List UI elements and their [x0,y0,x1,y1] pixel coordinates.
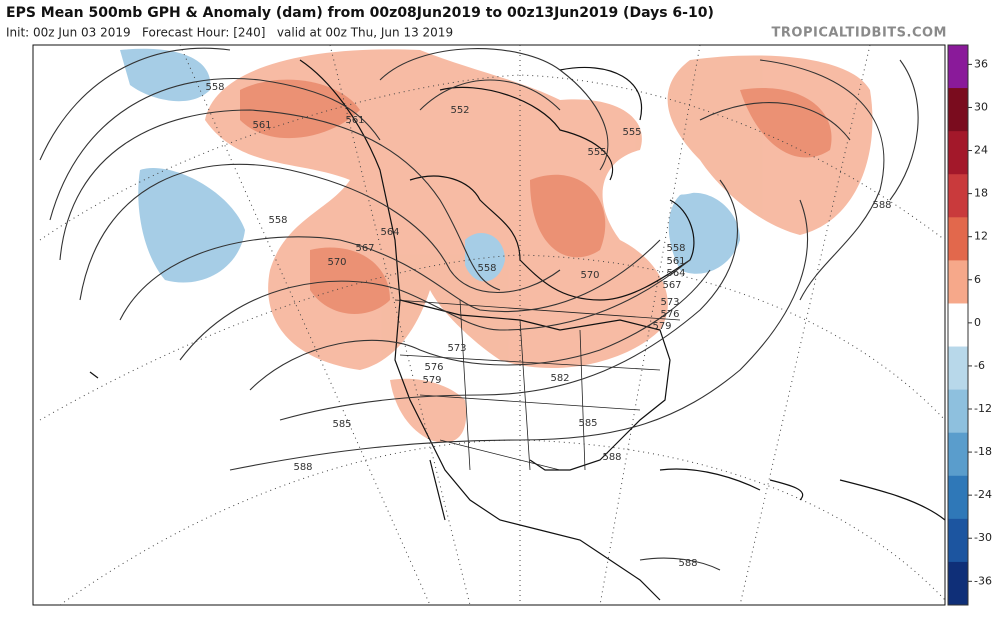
colorbar-segment [948,432,968,477]
contour-label: 558 [666,243,685,254]
contour-label: 579 [422,375,441,386]
colorbar-tick-label: 0 [974,316,981,329]
contour-label: 573 [660,297,679,308]
colorbar-segment [948,303,968,348]
colorbar-segment [948,88,968,132]
contour-label: 564 [380,227,399,238]
colorbar: 36 30 24 18 12 6 0 -6 -12 -18 -24 -30 -36 [947,44,992,606]
contour-label: 588 [293,462,312,473]
contour-label: 570 [327,257,346,268]
contour-label: 588 [872,200,891,211]
colorbar-tick-label: 24 [974,144,988,157]
colorbar-segment [948,346,968,391]
colorbar-segment [948,561,968,606]
coastlines [89,59,945,601]
contour-label: 567 [662,280,681,291]
contour-label: 570 [580,270,599,281]
contour-label: 576 [660,309,679,320]
contour-label: 582 [550,373,569,384]
contour-label: 561 [345,115,364,126]
contour-label: 564 [666,268,685,279]
credit: TROPICALTIDBITS.COM [772,26,947,41]
colorbar-tick-label: 36 [974,57,988,70]
contour-label: 567 [355,243,374,254]
contour-label: 585 [332,419,351,430]
colorbar-frame [947,44,969,606]
contour-label: 558 [205,82,224,93]
contour-label: 555 [587,147,606,158]
colorbar-tick-label: 30 [974,100,988,113]
colorbar-segment [948,260,968,304]
colorbar-tick-label: 18 [974,187,988,200]
height-contours [39,47,919,571]
title: EPS Mean 500mb GPH & Anomaly (dam) from … [6,5,714,21]
colorbar-segment [948,389,968,434]
colorbar-tick-label: -36 [974,574,992,587]
negative-anomalies [120,48,740,283]
colorbar-tick-label: -24 [974,488,992,501]
colorbar-segment [948,45,968,89]
colorbar-tick-label: 12 [974,230,988,243]
contour-label: 573 [447,343,466,354]
contour-label: 555 [622,127,641,138]
subtitle: Init: 00z Jun 03 2019 Forecast Hour: [24… [6,26,453,40]
contour-label: 585 [578,418,597,429]
colorbar-tick-label: -12 [974,402,992,415]
contour-label: 561 [666,256,685,267]
contour-label: 552 [450,105,469,116]
colorbar-segment [948,174,968,218]
colorbar-tick-label: -18 [974,445,992,458]
colorbar-segment [948,217,968,261]
contour-label: 576 [424,362,443,373]
contour-label: 588 [602,452,621,463]
contour-label: 561 [252,120,271,131]
contour-label: 579 [652,321,671,332]
contour-label: 558 [268,215,287,226]
contour-label: 558 [477,263,496,274]
colorbar-tick-label: -30 [974,531,992,544]
colorbar-segment [948,518,968,563]
colorbar-tick-label: -6 [974,359,985,372]
colorbar-segment [948,475,968,520]
colorbar-segment [948,131,968,175]
borders [394,299,681,471]
colorbar-tick-label: 6 [974,273,981,286]
contour-label: 588 [678,558,697,569]
